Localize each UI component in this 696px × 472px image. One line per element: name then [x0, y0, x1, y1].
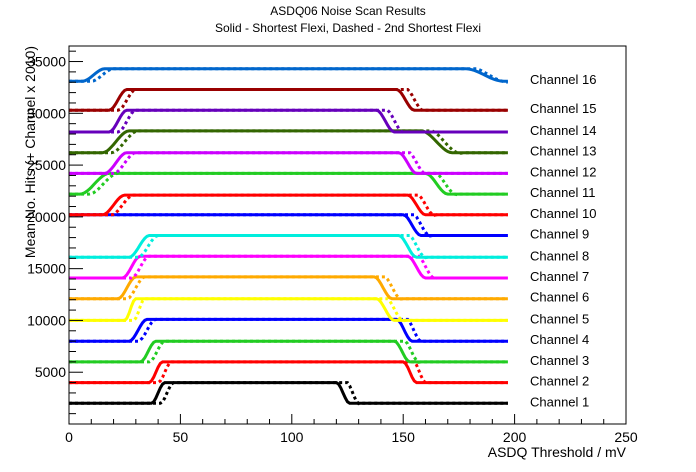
channel-label-11: Channel 11 — [530, 185, 596, 200]
y-tick-label: 25000 — [27, 157, 66, 173]
series-dashed-2 — [69, 360, 508, 385]
channel-label-8: Channel 8 — [530, 248, 589, 263]
series-solid-6 — [69, 275, 508, 301]
x-tick-label: 50 — [173, 429, 189, 445]
channel-label-1: Channel 1 — [530, 394, 589, 409]
series-solid-16 — [69, 67, 508, 83]
series-dashed-9 — [69, 213, 508, 238]
series-solid-4 — [69, 317, 508, 343]
series-solid-9 — [69, 213, 508, 237]
series-solid-10 — [69, 193, 508, 217]
series-solid-15 — [69, 88, 508, 112]
y-tick-label: 30000 — [27, 105, 66, 121]
series-solid-14 — [69, 108, 508, 134]
y-tick-label: 10000 — [27, 312, 66, 328]
channel-label-14: Channel 14 — [530, 123, 597, 138]
series-solid-3 — [69, 339, 508, 364]
series-dashed-5 — [69, 297, 508, 323]
chart-title: ASDQ06 Noise Scan Results — [270, 4, 426, 18]
series-solid-1 — [69, 381, 508, 405]
channel-label-9: Channel 9 — [530, 227, 589, 242]
series-solid-8 — [69, 234, 508, 259]
series-dashed-14 — [69, 108, 508, 134]
series-dashed-16 — [69, 67, 509, 84]
plot-frame — [68, 45, 627, 425]
channel-label-16: Channel 16 — [530, 72, 597, 87]
y-tick-label: 35000 — [27, 54, 66, 70]
x-tick-label: 0 — [65, 429, 73, 445]
series-solid-12 — [69, 151, 508, 175]
series-dashed-10 — [69, 193, 508, 217]
x-tick-label: 100 — [280, 429, 304, 445]
series-dashed-15 — [69, 88, 508, 113]
channel-label-5: Channel 5 — [530, 311, 589, 326]
series-dashed-13 — [69, 129, 508, 155]
y-tick-label: 20000 — [27, 209, 66, 225]
x-tick-label: 200 — [503, 429, 527, 445]
channel-label-10: Channel 10 — [530, 206, 597, 221]
channel-label-12: Channel 12 — [530, 164, 597, 179]
series-dashed-12 — [69, 151, 508, 176]
channel-label-15: Channel 15 — [530, 101, 597, 116]
series-dashed-3 — [69, 339, 508, 364]
x-axis-title: ASDQ Threshold / mV — [488, 444, 627, 460]
channel-label-4: Channel 4 — [530, 332, 589, 347]
y-tick-label: 15000 — [27, 261, 66, 277]
series-solid-11 — [69, 171, 508, 196]
channel-label-7: Channel 7 — [530, 269, 589, 284]
series-solid-2 — [69, 360, 508, 385]
channel-label-3: Channel 3 — [530, 353, 589, 368]
channel-label-13: Channel 13 — [530, 144, 597, 159]
chart-subtitle: Solid - Shortest Flexi, Dashed - 2nd Sho… — [214, 21, 482, 35]
channel-label-2: Channel 2 — [530, 374, 589, 389]
x-tick-label: 250 — [614, 429, 638, 445]
series-solid-5 — [69, 297, 508, 322]
y-tick-label: 5000 — [35, 364, 66, 380]
series-dashed-6 — [69, 275, 508, 301]
series-solid-13 — [69, 129, 508, 155]
channel-label-6: Channel 6 — [530, 290, 589, 305]
y-axis-title: Mean No. Hits (+ Channel x 2010) — [22, 46, 38, 258]
series-dashed-1 — [69, 381, 508, 406]
x-tick-label: 150 — [392, 429, 416, 445]
